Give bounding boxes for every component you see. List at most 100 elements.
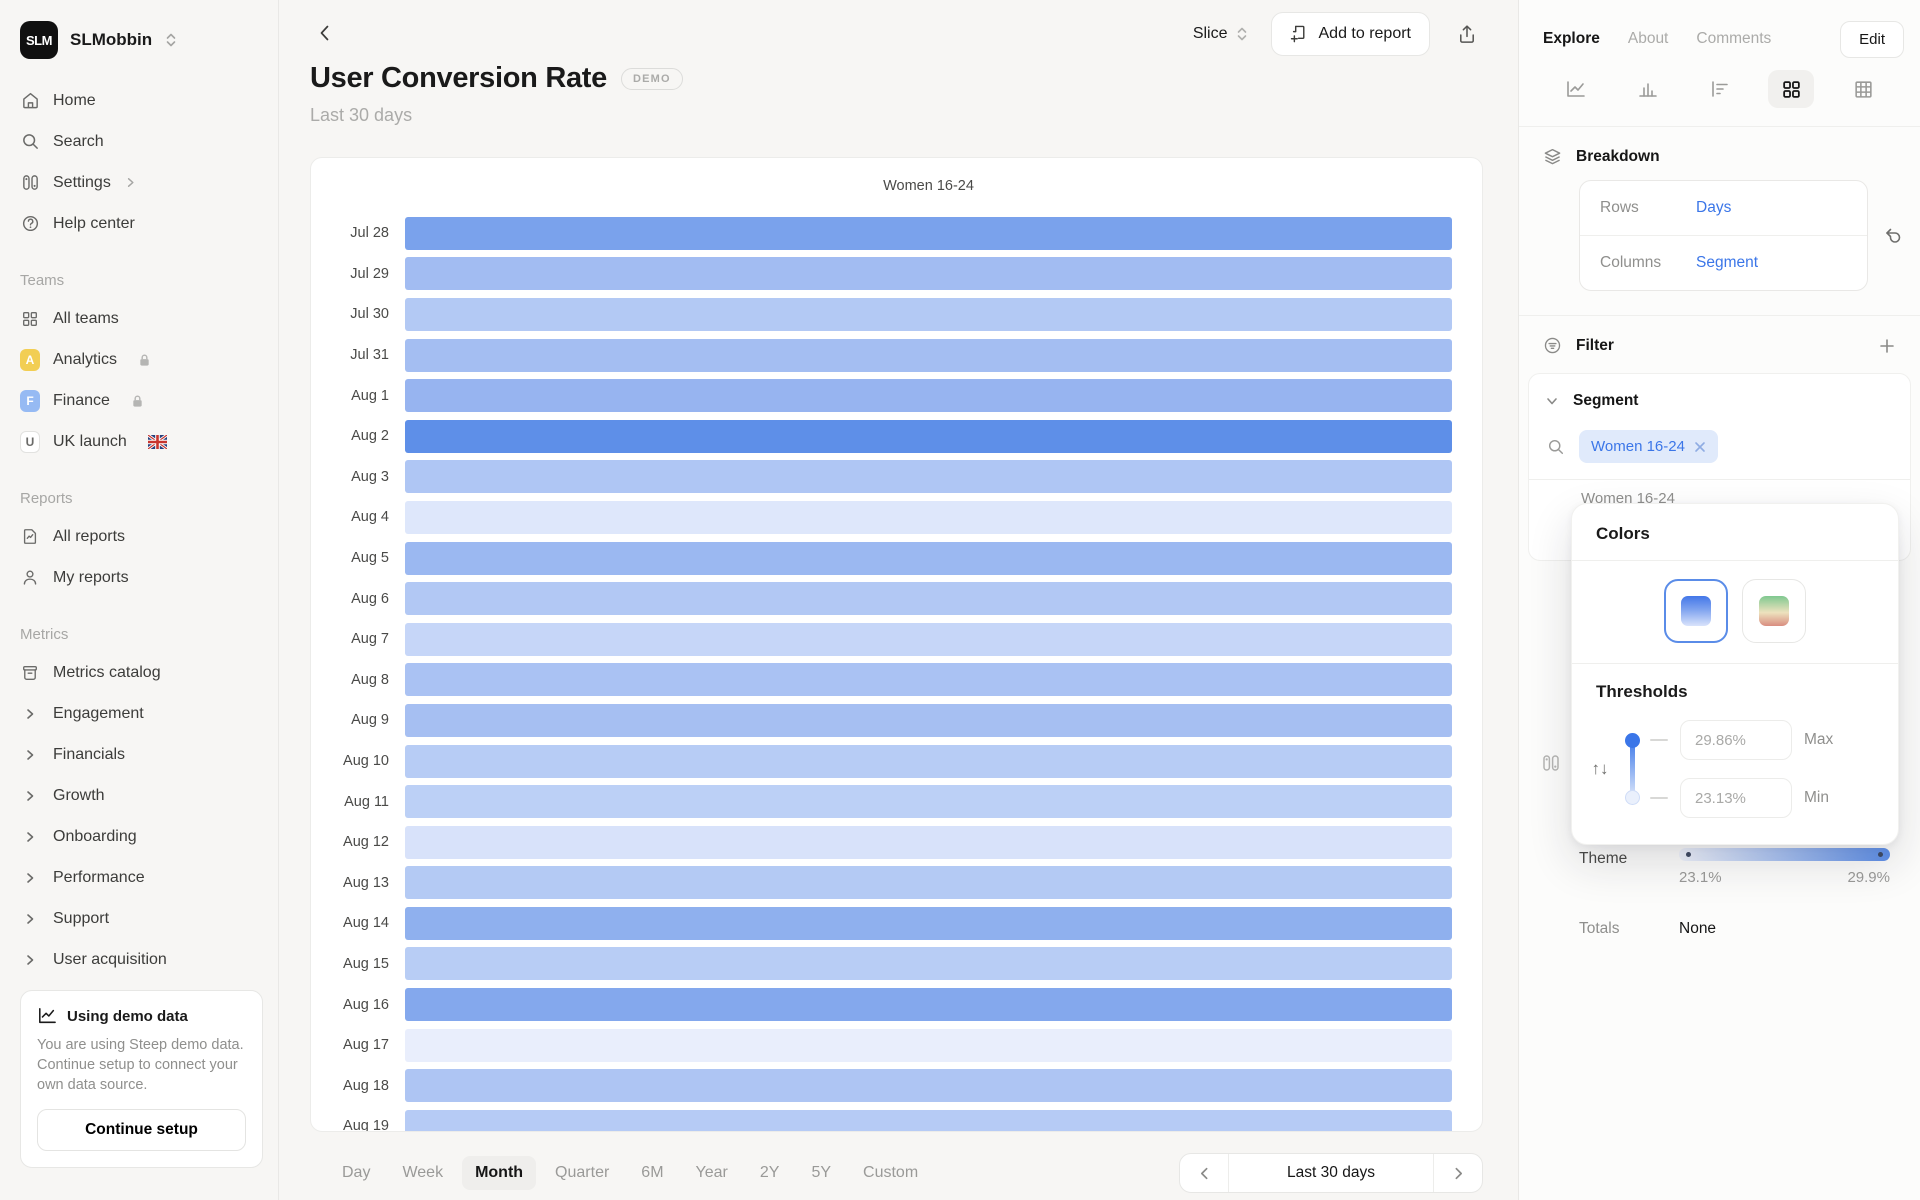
sidebar-item-uk-launch[interactable]: U UK launch [20, 421, 262, 462]
heatmap-cell[interactable] [405, 785, 1452, 819]
continue-setup-button[interactable]: Continue setup [37, 1109, 246, 1151]
sidebar-item-engagement[interactable]: Engagement [20, 693, 262, 734]
edit-button[interactable]: Edit [1840, 20, 1904, 58]
sidebar-item-support[interactable]: Support [20, 898, 262, 939]
slice-selector[interactable]: Slice [1193, 25, 1249, 43]
swap-axes-button[interactable] [1882, 225, 1904, 247]
sidebar-item-label: Growth [53, 786, 105, 804]
chevron-right-icon [20, 830, 40, 844]
heatmap-cell[interactable] [405, 866, 1452, 900]
view-line-chart-button[interactable] [1553, 70, 1599, 108]
max-threshold-input[interactable] [1680, 720, 1792, 760]
sidebar-item-growth[interactable]: Growth [20, 775, 262, 816]
chevron-updown-icon [166, 33, 176, 47]
columns-value[interactable]: Segment [1696, 254, 1759, 271]
heatmap-cell[interactable] [405, 257, 1452, 291]
slider-max-handle[interactable] [1624, 733, 1640, 748]
segment-header[interactable]: Segment [1529, 374, 1910, 424]
person-icon [20, 568, 40, 587]
share-button[interactable] [1452, 19, 1482, 49]
sidebar-item-home[interactable]: Home [20, 80, 262, 121]
heatmap-cell[interactable] [405, 663, 1452, 697]
granularity-tab-2y[interactable]: 2Y [759, 1164, 780, 1181]
heatmap-cell[interactable] [405, 1109, 1452, 1131]
color-scheme-green-red-button[interactable] [1742, 579, 1806, 643]
sidebar-item-label: Onboarding [53, 827, 137, 845]
view-heatmap-button[interactable] [1768, 70, 1815, 108]
heatmap-cell[interactable] [405, 947, 1452, 981]
granularity-tab-day[interactable]: Day [342, 1164, 371, 1181]
heatmap-cell[interactable] [405, 988, 1452, 1022]
add-filter-button[interactable] [1878, 337, 1896, 355]
view-bar-chart-button[interactable] [1697, 70, 1743, 108]
sidebar-item-user-acquisition[interactable]: User acquisition [20, 939, 262, 980]
add-to-report-label: Add to report [1318, 25, 1412, 42]
color-scheme-blue-button[interactable] [1664, 579, 1728, 643]
close-icon[interactable] [1694, 441, 1706, 453]
heatmap-cell[interactable] [405, 744, 1452, 778]
sidebar-item-all-teams[interactable]: All teams [20, 298, 262, 339]
granularity-tab-quarter[interactable]: Quarter [555, 1164, 610, 1181]
sidebar-item-financials[interactable]: Financials [20, 734, 262, 775]
segment-chip[interactable]: Women 16-24 [1579, 430, 1718, 463]
date-range-label[interactable]: Last 30 days [1287, 1164, 1375, 1181]
tab-about[interactable]: About [1627, 30, 1669, 47]
slider-min-handle[interactable] [1624, 790, 1640, 805]
tab-comments[interactable]: Comments [1696, 30, 1772, 47]
segment-search[interactable]: Women 16-24 [1529, 424, 1910, 479]
granularity-tab-week[interactable]: Week [402, 1164, 444, 1181]
sidebar-item-all-reports[interactable]: All reports [20, 516, 262, 557]
workspace-name: SLMobbin [70, 30, 153, 49]
sidebar-item-onboarding[interactable]: Onboarding [20, 816, 262, 857]
row-date-label: Jul 29 [350, 265, 389, 282]
heatmap-cell[interactable] [405, 1069, 1452, 1103]
uk-flag-icon [147, 434, 167, 449]
heatmap-cell[interactable] [405, 379, 1452, 413]
heatmap-cell[interactable] [405, 825, 1452, 859]
rows-value[interactable]: Days [1696, 199, 1732, 216]
granularity-tabs: Day Week Month Quarter 6M Year 2Y 5Y Custom [329, 1156, 931, 1190]
segment-option[interactable]: Women 16-24 [1581, 490, 1675, 507]
sidebar-item-metrics-catalog[interactable]: Metrics catalog [20, 652, 262, 693]
sidebar-item-settings[interactable]: Settings [20, 162, 262, 203]
workspace-switcher[interactable]: SLM SLMobbin [20, 18, 262, 62]
sidebar-item-label: Engagement [53, 704, 144, 722]
sidebar-item-my-reports[interactable]: My reports [20, 557, 262, 598]
view-table-button[interactable] [1840, 70, 1886, 108]
heatmap-cell[interactable] [405, 297, 1452, 331]
heatmap-cell[interactable] [405, 460, 1452, 494]
heatmap-cell[interactable] [405, 541, 1452, 575]
heatmap-cell[interactable] [405, 906, 1452, 940]
sidebar-item-finance[interactable]: F Finance [20, 380, 262, 421]
totals-value[interactable]: None [1679, 920, 1717, 937]
granularity-tab-5y[interactable]: 5Y [811, 1164, 832, 1181]
granularity-tab-month[interactable]: Month [462, 1156, 537, 1190]
granularity-tab-year[interactable]: Year [695, 1164, 728, 1181]
granularity-tab-6m[interactable]: 6M [641, 1164, 664, 1181]
sidebar-item-help-center[interactable]: Help center [20, 203, 262, 244]
heatmap-cell[interactable] [405, 1028, 1452, 1062]
min-threshold-input[interactable] [1680, 778, 1792, 818]
heatmap-cell[interactable] [405, 338, 1452, 372]
theme-gradient-bar[interactable] [1679, 848, 1890, 861]
sidebar-item-label: Financials [53, 745, 126, 763]
heatmap-cell[interactable] [405, 582, 1452, 616]
sidebar-item-analytics[interactable]: A Analytics [20, 339, 262, 380]
range-next-button[interactable] [1434, 1154, 1482, 1192]
heatmap-cell[interactable] [405, 622, 1452, 656]
heatmap-cell[interactable] [405, 703, 1452, 737]
sidebar-item-search[interactable]: Search [20, 121, 262, 162]
back-button[interactable] [312, 20, 338, 46]
segment-title: Segment [1573, 392, 1639, 409]
heatmap-cell[interactable] [405, 419, 1452, 453]
tab-explore[interactable]: Explore [1543, 30, 1600, 47]
add-to-report-button[interactable]: Add to report [1270, 12, 1430, 56]
report-doc-icon [20, 527, 40, 546]
view-column-chart-button[interactable] [1625, 70, 1671, 108]
granularity-tab-custom[interactable]: Custom [863, 1164, 919, 1181]
sidebar-item-performance[interactable]: Performance [20, 857, 262, 898]
threshold-slider[interactable] [1624, 733, 1640, 805]
range-prev-button[interactable] [1180, 1154, 1228, 1192]
heatmap-cell[interactable] [405, 500, 1452, 534]
heatmap-cell[interactable] [405, 216, 1452, 250]
